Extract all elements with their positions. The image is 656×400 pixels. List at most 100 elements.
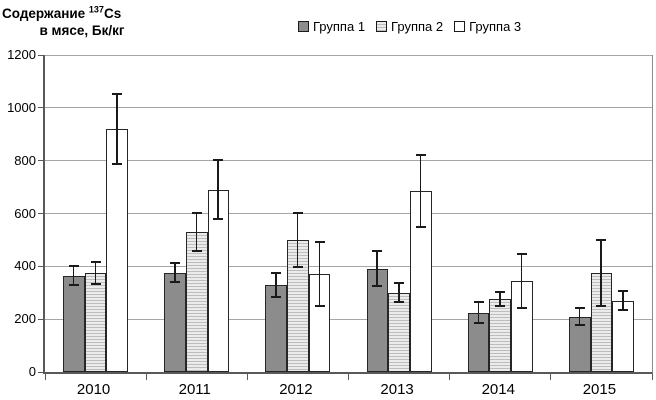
error-bar-stem — [477, 300, 480, 325]
error-bar-группа-2-2011 — [191, 212, 202, 252]
y-tick-0 — [38, 371, 45, 373]
error-bar-группа-3-2010 — [112, 93, 123, 165]
error-bar-stem — [217, 159, 219, 221]
error-bar-stem — [376, 250, 378, 288]
error-bar-cap-bottom — [394, 301, 405, 304]
bar-группа-1-2010 — [63, 275, 85, 372]
chart-title-line1: Содержание 137Cs — [2, 4, 122, 21]
error-bar-группа-1-2011 — [170, 262, 181, 284]
x-tick-3 — [348, 374, 349, 380]
error-bar-stem — [622, 290, 624, 312]
x-tick-4 — [449, 374, 451, 380]
y-tick-200 — [38, 318, 45, 320]
error-bar-группа-3-2012 — [314, 241, 325, 308]
isotope-superscript: 137 — [88, 4, 104, 14]
error-bar-cap-bottom — [191, 249, 202, 252]
y-tick-label-200: 200 — [14, 311, 36, 327]
y-tick-label-1000: 1000 — [7, 99, 36, 115]
error-bar-группа-1-2012 — [271, 271, 282, 299]
error-bar-stem — [499, 291, 501, 308]
chart-title-line2: в мясе, Бк/кг — [39, 22, 125, 38]
bar-группа-2-2011 — [185, 232, 208, 372]
y-tick-label-1200: 1200 — [7, 47, 36, 62]
bar-группа-3-2010 — [106, 128, 129, 372]
y-tick-label-400: 400 — [14, 258, 36, 274]
error-bar-cap-bottom — [596, 305, 607, 308]
gridline-600 — [45, 213, 652, 214]
error-bar-cap-bottom — [90, 282, 101, 285]
error-bar-cap-bottom — [271, 296, 282, 299]
chart-legend: Группа 1 Группа 2 Группа 3 — [298, 19, 521, 34]
legend-label-group3: Группа 3 — [469, 19, 522, 34]
legend-swatch-group2 — [376, 21, 388, 32]
gridline-1000 — [45, 107, 652, 109]
error-bar-cap-bottom — [68, 284, 79, 287]
error-bar-cap-bottom — [516, 306, 527, 309]
error-bar-группа-1-2010 — [68, 265, 79, 287]
bar-группа-2-2014 — [489, 299, 512, 372]
plot-area — [38, 54, 653, 380]
y-tick-label-0: 0 — [28, 364, 36, 379]
legend-item-group3: Группа 3 — [454, 19, 521, 34]
error-bar-группа-2-2013 — [394, 282, 405, 304]
bar-группа-2-2013 — [388, 292, 410, 372]
x-label-2014: 2014 — [481, 381, 515, 398]
error-bar-cap-bottom — [314, 305, 325, 308]
error-bar-cap-top — [213, 159, 224, 162]
error-bar-группа-3-2014 — [516, 253, 527, 309]
error-bar-stem — [419, 154, 422, 229]
error-bar-cap-top — [314, 241, 325, 244]
error-bar-cap-bottom — [473, 322, 484, 325]
error-bar-группа-3-2015 — [618, 290, 629, 312]
y-tick-label-800: 800 — [14, 152, 36, 168]
error-bar-cap-top — [292, 212, 303, 215]
error-bar-cap-top — [271, 271, 282, 274]
y-tick-1000 — [38, 107, 45, 109]
x-label-2010: 2010 — [76, 381, 111, 398]
error-bar-cap-bottom — [372, 285, 383, 288]
y-tick-label-600: 600 — [14, 205, 36, 221]
x-tick-2 — [246, 374, 248, 380]
error-bar-группа-3-2011 — [213, 159, 224, 221]
x-tick-6 — [651, 374, 653, 380]
error-bar-cap-top — [394, 282, 405, 285]
error-bar-cap-top — [473, 300, 484, 303]
error-bar-cap-bottom — [112, 162, 123, 165]
error-bar-группа-2-2015 — [596, 238, 607, 308]
error-bar-cap-bottom — [213, 218, 224, 221]
error-bar-stem — [578, 307, 581, 326]
legend-item-group2: Группа 2 — [376, 19, 443, 34]
x-tick-1 — [145, 374, 147, 380]
error-bar-cap-bottom — [618, 309, 629, 312]
error-bar-cap-top — [112, 93, 123, 96]
legend-swatch-group1 — [298, 21, 309, 32]
x-label-2011: 2011 — [178, 381, 211, 398]
error-bar-stem — [195, 212, 198, 252]
error-bar-cap-top — [191, 212, 202, 215]
error-bar-группа-1-2015 — [574, 307, 585, 326]
error-bar-cap-top — [516, 253, 527, 256]
bar-группа-3-2015 — [612, 300, 634, 372]
x-tick-0 — [44, 374, 46, 380]
error-bar-cap-bottom — [574, 323, 585, 326]
error-bar-stem — [318, 241, 321, 308]
error-bar-cap-top — [618, 290, 629, 293]
gridline-200 — [45, 318, 652, 320]
x-label-2013: 2013 — [380, 381, 414, 398]
error-bar-stem — [398, 282, 400, 304]
error-bar-cap-top — [372, 250, 383, 253]
error-bar-stem — [94, 261, 97, 285]
error-bar-группа-3-2013 — [415, 154, 426, 229]
error-bar-cap-top — [596, 238, 607, 241]
error-bar-cap-bottom — [292, 265, 303, 268]
error-bar-cap-top — [574, 307, 585, 310]
error-bar-группа-2-2010 — [90, 261, 101, 285]
legend-item-group1: Группа 1 — [298, 19, 365, 34]
error-bar-stem — [72, 265, 75, 287]
x-label-2012: 2012 — [279, 381, 313, 398]
bar-группа-2-2010 — [84, 272, 107, 372]
legend-label-group1: Группа 1 — [313, 19, 366, 34]
gridline-400 — [45, 265, 652, 267]
gridline-1200 — [45, 54, 652, 56]
